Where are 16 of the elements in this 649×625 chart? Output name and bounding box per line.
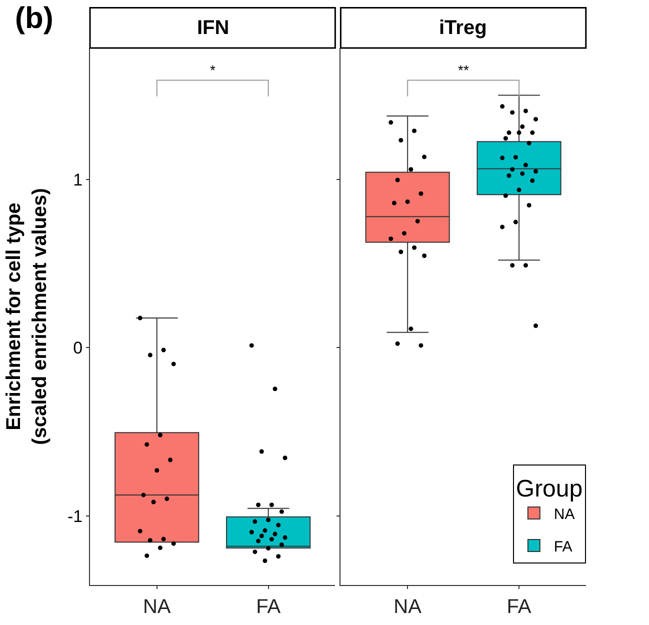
x-tick-label: FA bbox=[506, 596, 532, 618]
annotation: * bbox=[210, 62, 216, 78]
x-tick-label: NA bbox=[142, 596, 172, 618]
y-tick-label: 1 bbox=[73, 170, 83, 190]
legend-label: FA bbox=[554, 538, 572, 556]
y-tick-label: 0 bbox=[73, 338, 83, 358]
y-axis-title: Enrichment for cell type (scaled enrichment values) bbox=[2, 188, 51, 445]
text: (b) bbox=[15, 2, 54, 35]
legend-title: Group bbox=[516, 476, 583, 503]
x-tick-label: NA bbox=[394, 596, 422, 618]
chart-title: iTreg bbox=[439, 17, 487, 39]
annotation: ** bbox=[458, 62, 470, 78]
legend-label: NA bbox=[554, 506, 575, 523]
y-tick-label: -1 bbox=[67, 506, 83, 526]
x-tick-label: FA bbox=[256, 596, 282, 618]
chart-title: IFN bbox=[197, 17, 230, 39]
